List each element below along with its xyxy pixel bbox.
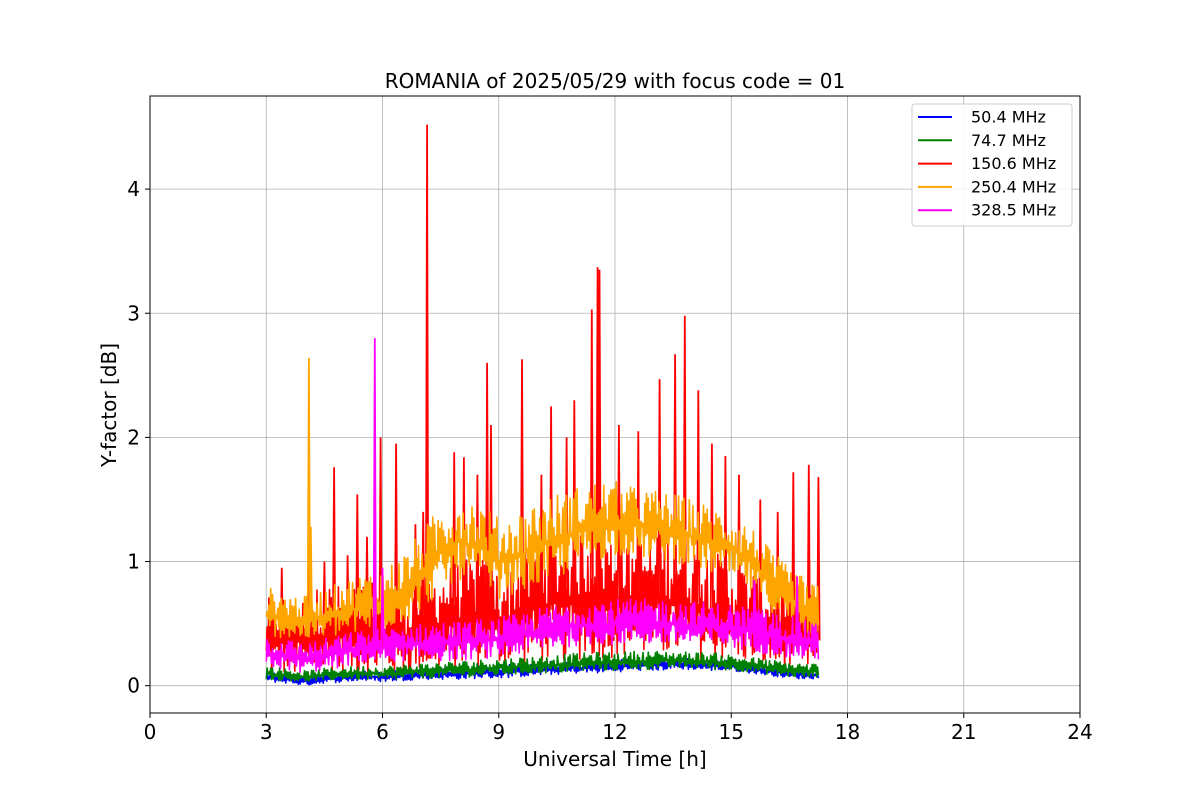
series-spike [394,443,399,641]
series-spike [413,524,418,637]
legend-box [911,103,1073,227]
x-tick-label: 18 [835,720,860,744]
y-axis-label: Y-factor [dB] [97,343,121,468]
legend-entry-label: 150.6 MHz [971,154,1056,173]
legend: 50.4 MHz 74.7 MHz 150.6 MHz 250.4 MHz 328.5… [911,103,1073,227]
x-tick-label: 3 [260,720,273,744]
legend-entry-label: 250.4 MHz [971,177,1056,196]
x-tick-label: 12 [602,720,627,744]
series-spike [421,511,426,635]
x-tick-label: 24 [1067,720,1092,744]
series-spike [752,580,757,634]
series-spike [723,455,728,620]
series-spike [636,431,641,609]
series-spike [452,452,457,627]
series-spike [378,437,383,640]
series-spike [380,567,385,650]
series-spike [306,357,311,623]
series-spike [332,467,337,639]
x-tick-label: 21 [951,720,976,744]
legend-entry-label: 74.7 MHz [971,131,1046,150]
y-tick-label: 0 [127,674,140,698]
x-axis-label: Universal Time [h] [523,747,706,771]
series-line [265,480,820,639]
series-spike [372,338,377,650]
series-74-7-mhz [265,650,820,682]
series-line [265,650,820,682]
series-spike [539,474,544,612]
series-spike [475,474,480,623]
x-tick-label: 15 [719,720,744,744]
y-tick-label: 2 [127,425,140,449]
series-328-5-mhz [265,338,820,674]
x-tick-label: 0 [144,720,157,744]
series-250-4-mhz [265,357,820,639]
series-spike [308,526,313,622]
y-tick-label: 1 [127,550,140,574]
chart-title: ROMANIA of 2025/05/29 with focus code = … [385,69,845,93]
legend-entry-label: 50.4 MHz [971,108,1046,127]
y-tick-label: 3 [127,301,140,325]
series-spike [597,269,602,606]
y-tick-label: 4 [127,177,140,201]
series-spike [806,464,811,640]
x-tick-label: 9 [492,720,505,744]
series-spike [795,576,800,643]
series-line [265,598,820,674]
series-spike [736,474,742,623]
series-spike [424,124,430,634]
x-tick-label: 6 [376,720,389,744]
plot-series [265,124,821,686]
legend-entry-label: 328.5 MHz [971,201,1056,220]
